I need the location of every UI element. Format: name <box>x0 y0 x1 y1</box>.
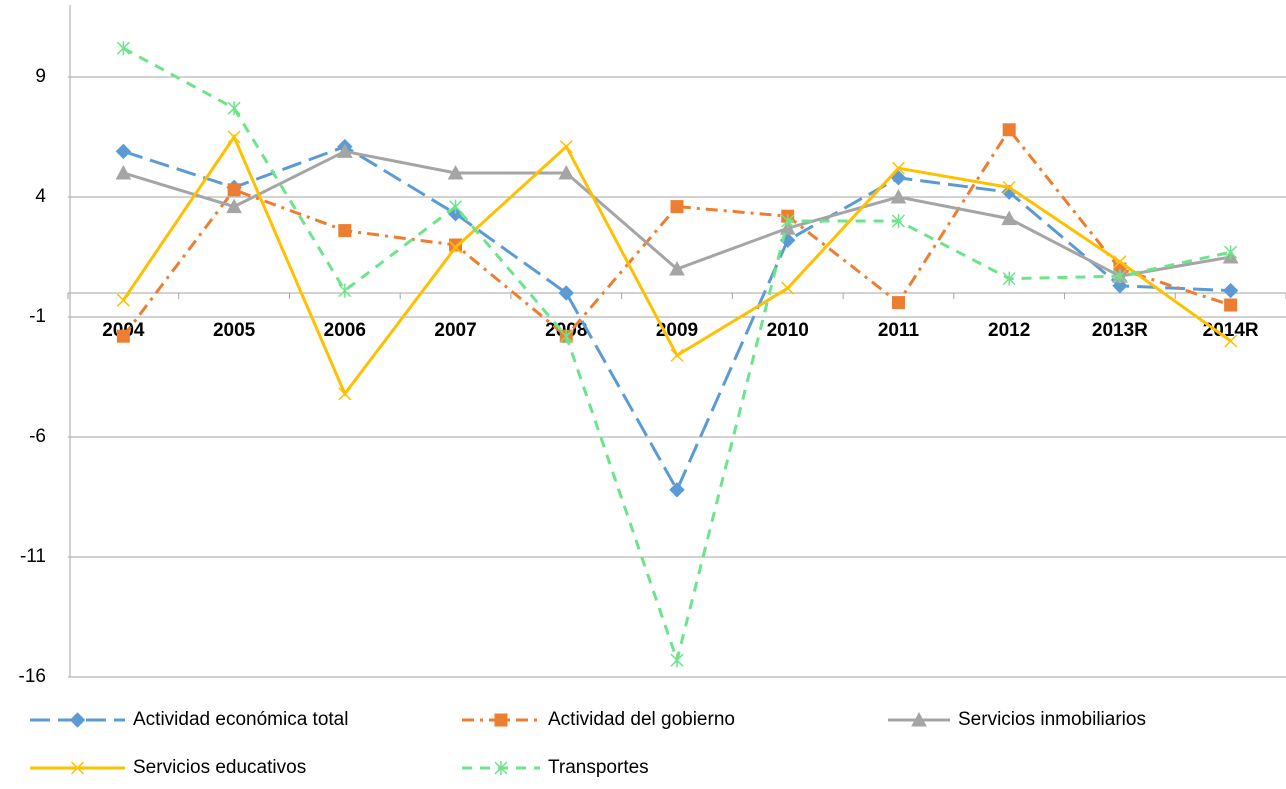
legend-label: Actividad económica total <box>133 709 348 730</box>
marker <box>494 713 508 727</box>
marker <box>559 140 573 154</box>
legend-label: Servicios educativos <box>133 757 306 778</box>
marker <box>890 188 907 204</box>
marker <box>70 761 85 775</box>
y-tick-label: 9 <box>35 66 46 87</box>
marker <box>227 183 241 197</box>
marker <box>891 296 905 310</box>
marker <box>338 224 352 238</box>
marker <box>116 293 130 307</box>
x-tick-label: 2011 <box>878 320 920 341</box>
marker <box>226 198 242 214</box>
marker <box>1002 123 1016 137</box>
marker <box>227 101 241 116</box>
marker <box>1222 282 1239 299</box>
x-tick-label: 2013R <box>1092 320 1148 341</box>
marker <box>911 711 927 727</box>
marker <box>670 348 684 362</box>
marker <box>670 200 684 214</box>
marker <box>669 482 685 498</box>
marker <box>1113 269 1127 284</box>
marker <box>559 329 573 344</box>
marker <box>670 653 684 668</box>
legend-label: Servicios inmobiliarios <box>958 709 1146 730</box>
x-tick-label: 2005 <box>213 320 256 341</box>
marker <box>449 240 463 254</box>
marker <box>558 285 574 301</box>
x-tick-label: 2010 <box>767 320 809 341</box>
marker <box>781 281 795 295</box>
marker <box>338 283 352 298</box>
y-tick-label: -16 <box>19 666 46 687</box>
legend-label: Transportes <box>548 757 649 778</box>
marker <box>1002 271 1016 286</box>
marker <box>669 260 685 276</box>
marker <box>1001 210 1018 226</box>
series-line <box>122 127 1232 339</box>
marker <box>336 143 353 158</box>
marker <box>1224 334 1238 348</box>
x-tick-label: 2006 <box>324 320 366 341</box>
marker <box>891 214 905 228</box>
marker <box>115 143 132 160</box>
series-line <box>122 149 1231 278</box>
marker <box>115 164 132 180</box>
marker <box>69 712 86 728</box>
y-tick-label: -1 <box>29 306 46 327</box>
x-tick-label: 2014R <box>1203 320 1259 341</box>
marker <box>1113 255 1127 269</box>
y-tick-label: 4 <box>35 186 46 207</box>
x-tick-label: 2012 <box>988 320 1030 341</box>
marker <box>558 164 575 180</box>
marker <box>1002 180 1016 194</box>
marker <box>116 329 130 343</box>
x-tick-label: 2007 <box>434 320 476 341</box>
marker <box>338 387 352 401</box>
marker <box>449 199 463 214</box>
marker <box>447 164 464 180</box>
marker <box>449 238 463 252</box>
marker <box>781 214 795 228</box>
marker <box>116 41 130 56</box>
y-tick-label: -6 <box>29 426 46 447</box>
marker <box>891 161 905 175</box>
marker <box>1224 298 1238 312</box>
y-tick-label: -11 <box>20 546 46 567</box>
marker <box>227 130 241 144</box>
marker <box>1224 245 1238 260</box>
marker <box>494 761 508 775</box>
legend-label: Actividad del gobierno <box>548 709 735 730</box>
